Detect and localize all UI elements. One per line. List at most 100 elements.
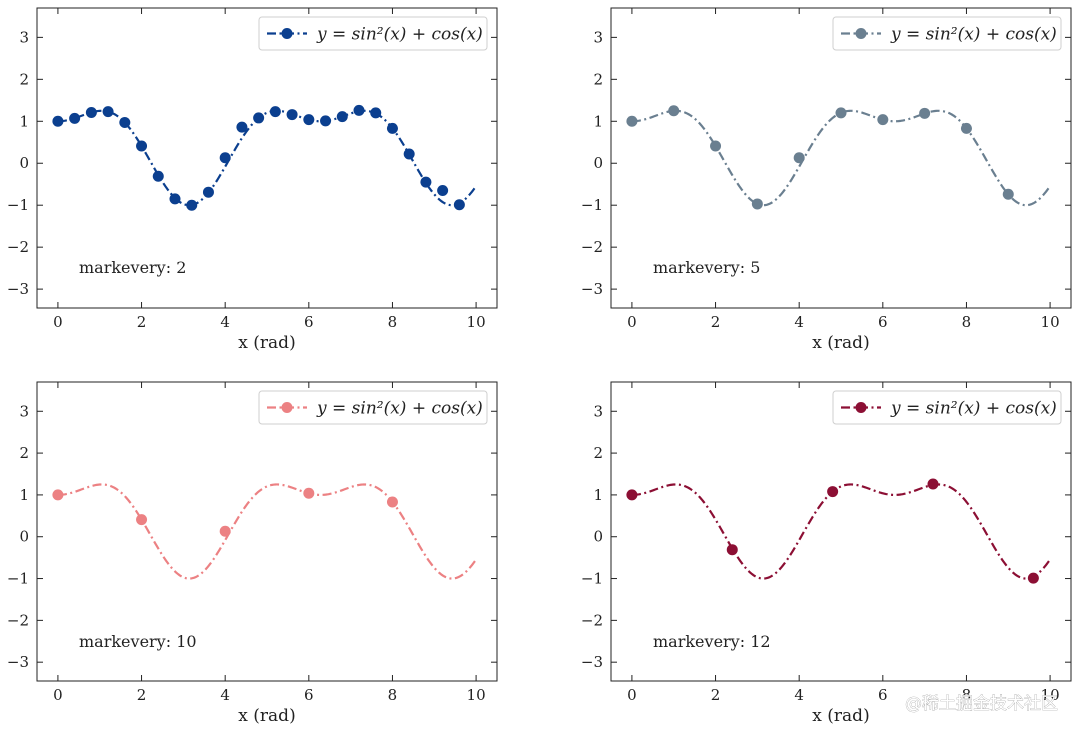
y-tick-label: 3 — [593, 28, 603, 46]
x-tick-label: 4 — [794, 313, 804, 331]
x-tick-label: 4 — [794, 686, 804, 704]
markevery-annotation: markevery: 12 — [653, 632, 771, 651]
data-point — [169, 193, 181, 205]
legend: y = sin²(x) + cos(x) — [258, 390, 488, 425]
data-point — [370, 107, 382, 119]
x-tick-label: 10 — [467, 313, 486, 331]
y-tick-label: −3 — [581, 653, 603, 671]
data-point — [303, 487, 315, 499]
legend-marker — [281, 402, 293, 413]
x-tick-label: 8 — [962, 686, 972, 704]
series-line — [57, 483, 477, 580]
x-tick-label: 8 — [388, 313, 398, 331]
axes-frame — [36, 381, 498, 682]
data-point — [186, 199, 198, 211]
axes-frame — [610, 7, 1072, 309]
subplot-2: 0 2 4 6 8 10 −3 −2 −1 0 1 2 3 markevery: 5 y = sin²(x)… — [581, 7, 1072, 353]
y-tick-label: 1 — [19, 112, 29, 130]
data-point — [710, 140, 722, 152]
y-tick-label: 0 — [593, 528, 603, 546]
legend-box — [832, 390, 1062, 425]
data-point — [219, 525, 231, 537]
x-tick-label: 4 — [220, 313, 230, 331]
data-point — [1027, 572, 1039, 584]
data-point — [1002, 188, 1014, 200]
x-tick-label: 8 — [388, 686, 398, 704]
x-tick-label: 8 — [962, 313, 972, 331]
x-tick-label: 0 — [53, 686, 63, 704]
markevery-annotation: markevery: 2 — [79, 258, 186, 277]
data-point — [336, 111, 348, 123]
x-tick-label: 10 — [1041, 313, 1060, 331]
data-point — [219, 152, 231, 164]
data-point — [69, 112, 81, 124]
data-point — [202, 186, 214, 198]
data-point — [269, 106, 281, 118]
data-point — [353, 104, 365, 116]
x-tick-label: 2 — [711, 313, 721, 331]
data-point — [85, 106, 97, 118]
y-tick-label: −1 — [7, 196, 29, 214]
axes-frame — [36, 7, 498, 309]
legend-label: y = sin²(x) + cos(x) — [316, 25, 483, 45]
markevery-annotation: markevery: 10 — [79, 632, 197, 651]
x-tick-label: 6 — [878, 686, 888, 704]
data-point — [835, 107, 847, 119]
y-tick-label: −1 — [581, 570, 603, 588]
markevery-annotation: markevery: 5 — [653, 258, 760, 277]
x-tick-label: 6 — [304, 686, 314, 704]
y-tick-label: −2 — [581, 238, 603, 256]
subplot-3: 0 2 4 6 8 10 −3 −2 −1 0 1 2 3 markevery: 10 y = sin²(x… — [7, 381, 498, 726]
y-tick-label: 2 — [19, 70, 29, 88]
data-point — [420, 176, 432, 188]
subplot-1: 0 2 4 6 8 10 −3 −2 −1 0 1 2 3 markevery: 2 y = sin²(x)… — [7, 7, 498, 353]
y-tick-label: −1 — [7, 570, 29, 588]
data-point — [793, 152, 805, 164]
y-tick-label: 2 — [593, 70, 603, 88]
x-tick-label: 0 — [627, 313, 637, 331]
data-point — [437, 185, 449, 197]
data-point — [386, 122, 398, 134]
series-line — [631, 483, 1051, 580]
data-point — [726, 544, 738, 556]
x-tick-label: 0 — [627, 686, 637, 704]
data-point — [152, 170, 164, 182]
x-axis-label: x (rad) — [812, 333, 869, 353]
y-tick-label: 3 — [19, 28, 29, 46]
x-tick-label: 10 — [1041, 686, 1060, 704]
x-tick-label: 4 — [220, 686, 230, 704]
data-point — [119, 117, 131, 129]
legend-marker — [855, 28, 867, 39]
data-point — [253, 112, 265, 124]
y-tick-label: 0 — [19, 528, 29, 546]
x-tick-label: 6 — [304, 313, 314, 331]
x-axis-label: x (rad) — [238, 706, 295, 726]
y-tick-label: 0 — [593, 154, 603, 172]
subplot-4: 0 2 4 6 8 10 −3 −2 −1 0 1 2 3 markevery: 12 y = sin²(x… — [581, 381, 1072, 726]
legend: y = sin²(x) + cos(x) — [832, 390, 1062, 425]
y-tick-label: 2 — [19, 444, 29, 462]
x-tick-label: 2 — [137, 313, 147, 331]
data-point — [668, 105, 680, 117]
axes-frame — [610, 381, 1072, 682]
y-tick-label: −2 — [7, 238, 29, 256]
data-point — [827, 486, 839, 498]
legend-marker — [281, 28, 293, 39]
y-tick-label: −1 — [581, 196, 603, 214]
data-point — [877, 114, 889, 126]
x-axis-label: x (rad) — [812, 706, 869, 726]
legend-label: y = sin²(x) + cos(x) — [890, 25, 1057, 45]
data-point — [626, 115, 638, 127]
x-axis-label: x (rad) — [238, 333, 295, 353]
y-tick-label: 1 — [593, 112, 603, 130]
legend: y = sin²(x) + cos(x) — [832, 16, 1062, 51]
x-tick-label: 2 — [137, 686, 147, 704]
series-line — [631, 109, 1051, 207]
data-point — [960, 122, 972, 134]
data-point — [303, 114, 315, 126]
y-tick-label: 2 — [593, 444, 603, 462]
y-tick-label: 1 — [19, 486, 29, 504]
y-tick-label: 1 — [593, 486, 603, 504]
y-tick-label: −3 — [581, 280, 603, 298]
